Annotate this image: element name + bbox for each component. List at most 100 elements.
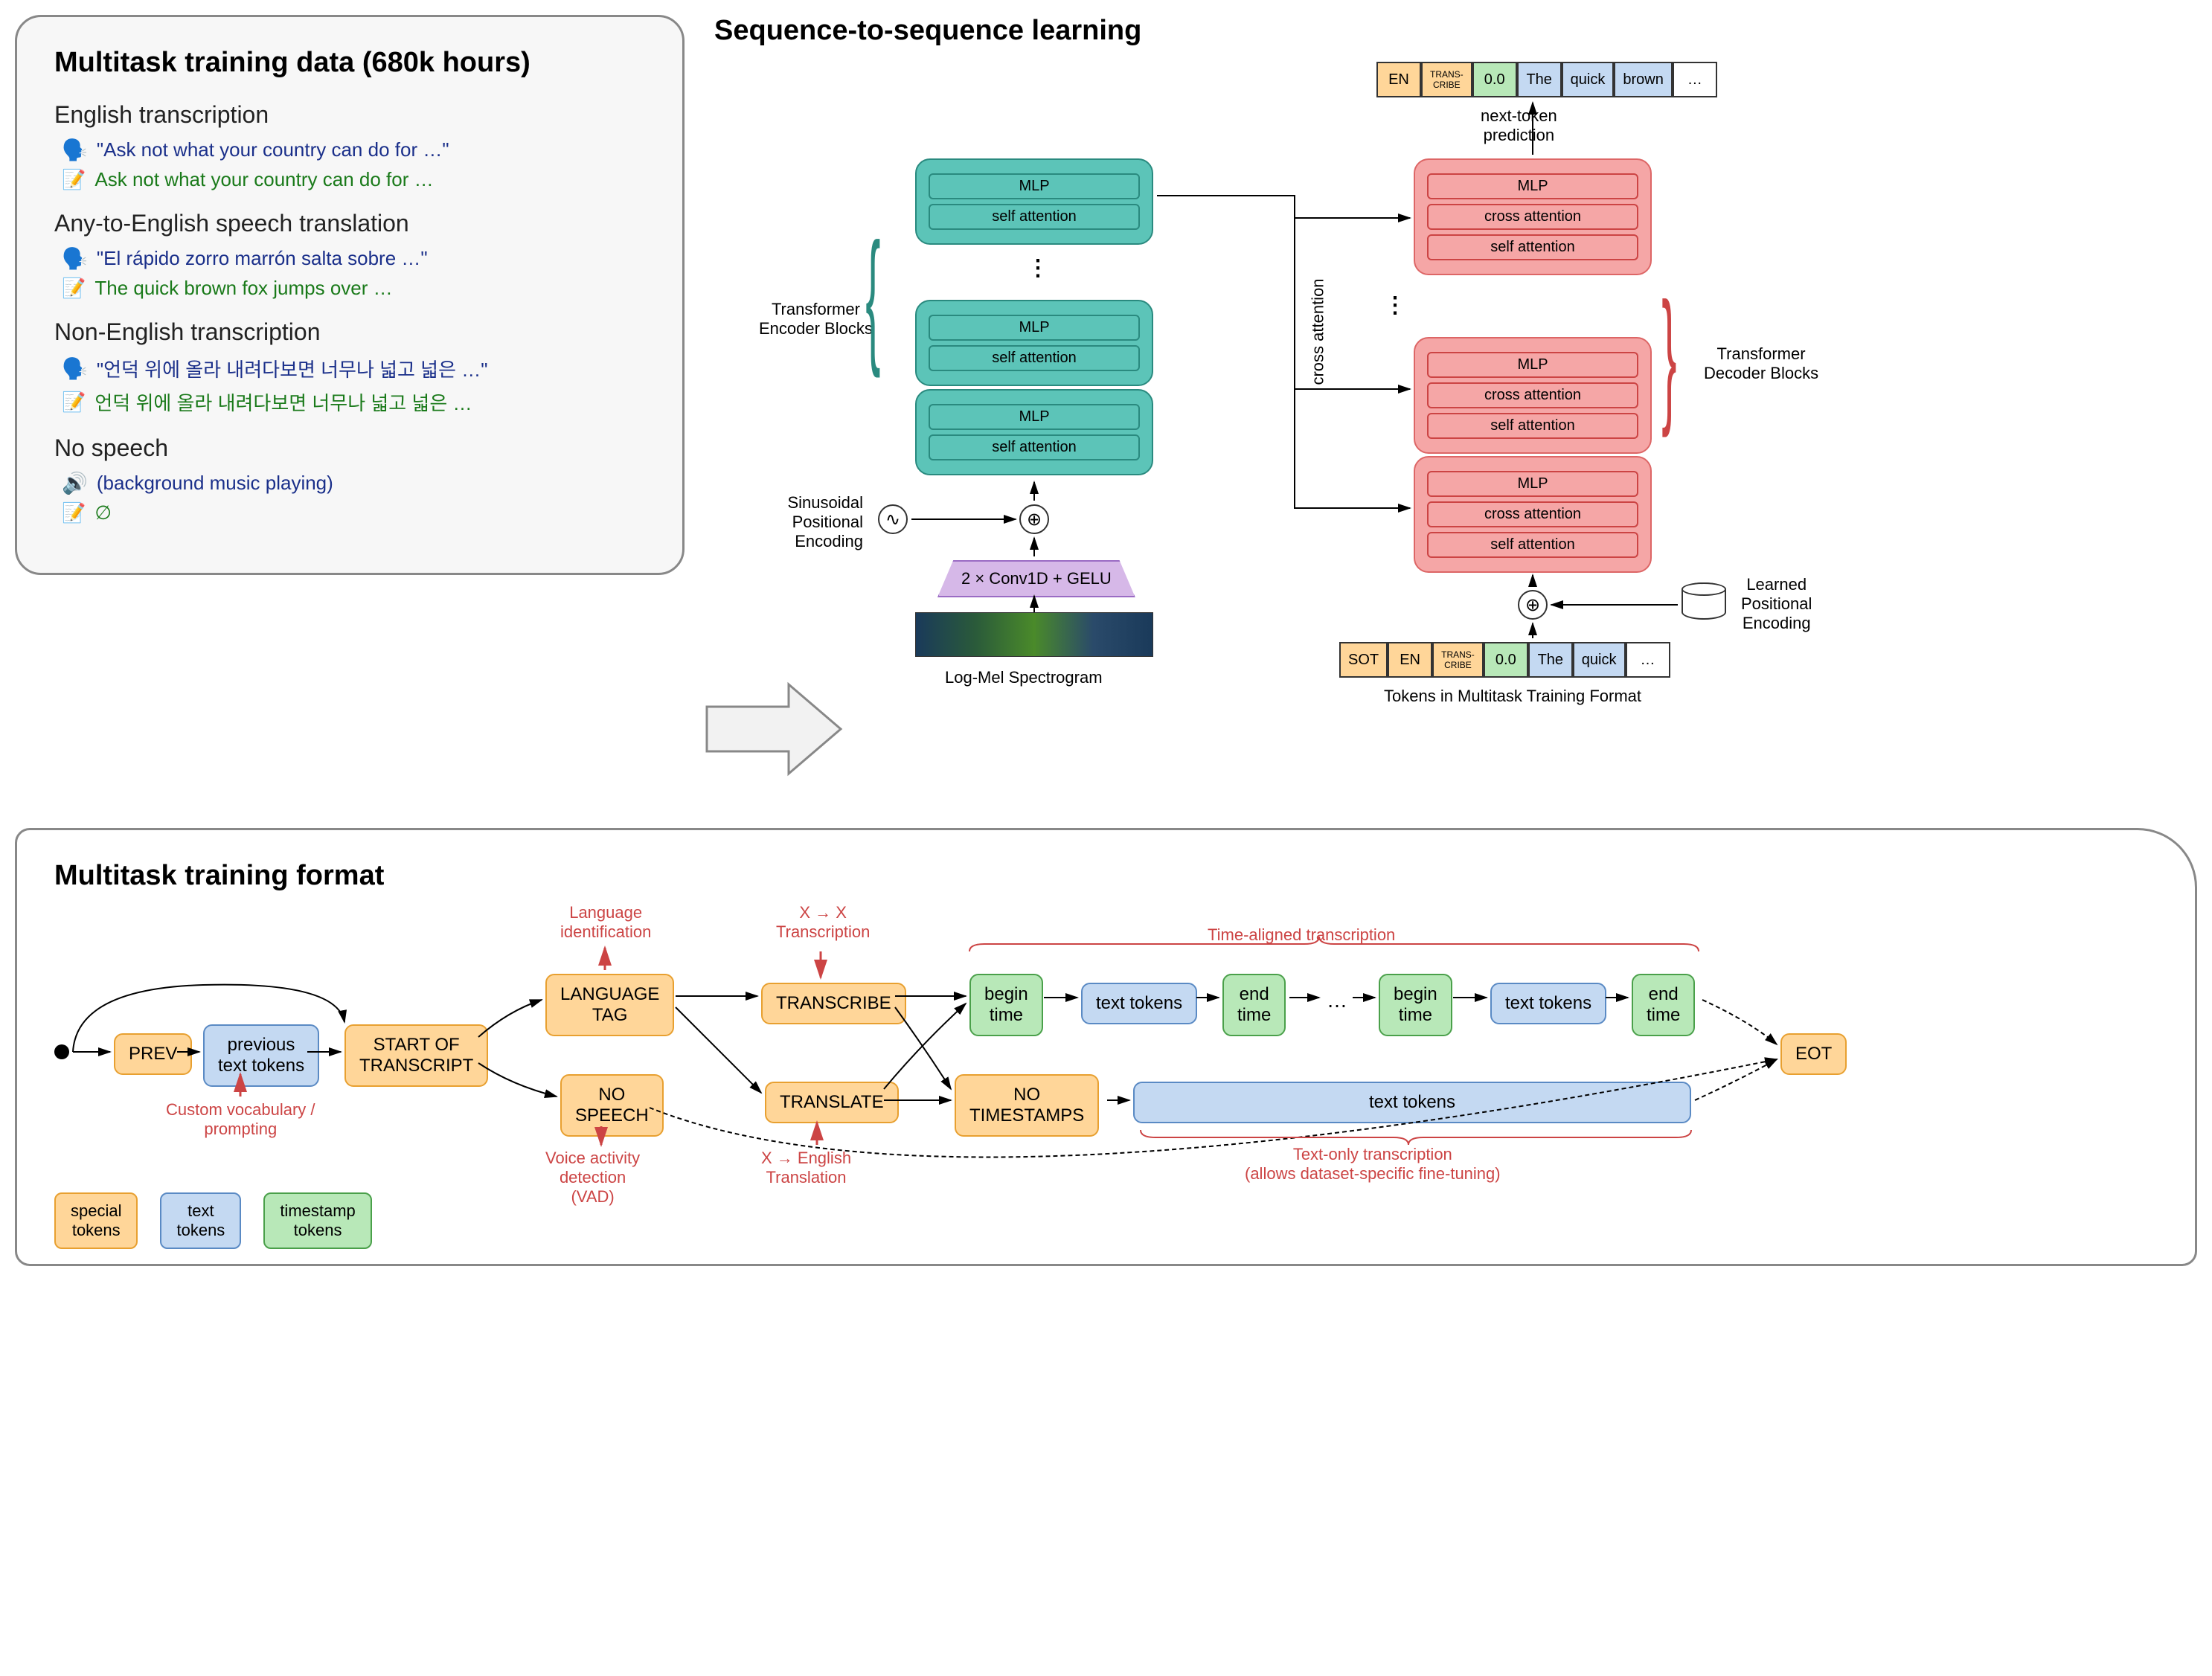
task-section: Any-to-English speech translation 🗣️ "El r… — [54, 210, 645, 300]
custom-vocab-label: Custom vocabulary / prompting — [166, 1100, 315, 1139]
encoder-block-bottom: MLP self attention — [915, 389, 1153, 475]
encoder-block-top: MLP self attention — [915, 158, 1153, 245]
format-panel: Multitask training format PREV previous … — [15, 828, 2197, 1266]
end-time-box-1: end time — [1222, 974, 1286, 1036]
token: quick — [1573, 642, 1626, 678]
enc-mlp: MLP — [929, 173, 1140, 199]
audio-text: (background music playing) — [97, 472, 333, 495]
lang-id-label: Language identification — [560, 903, 651, 942]
output-text: Ask not what your country can do for … — [94, 168, 433, 191]
plus-encoder-icon: ⊕ — [1019, 504, 1049, 534]
dec-self-attn: self attention — [1427, 413, 1638, 439]
audio-example: 🗣️ "언덕 위에 올라 내려다보면 너무나 넓고 넓은 …" — [54, 355, 645, 382]
dec-self-attn: self attention — [1427, 532, 1638, 558]
output-example: 📝∅ — [54, 501, 645, 524]
token: SOT — [1339, 642, 1388, 678]
output-text: 언덕 위에 올라 내려다보면 너무나 넓고 넓은 … — [94, 388, 472, 416]
prev-box: PREV — [114, 1033, 192, 1075]
speak-icon: 🗣️ — [62, 138, 88, 162]
token: TRANS- CRIBE — [1421, 62, 1472, 97]
eot-box: EOT — [1780, 1033, 1847, 1075]
token: … — [1673, 62, 1717, 97]
input-token-row: SOTENTRANS- CRIBE0.0Thequick… — [1339, 642, 1670, 678]
output-token-row: ENTRANS- CRIBE0.0Thequickbrown… — [1376, 62, 1717, 97]
transcribe-box: TRANSCRIBE — [761, 983, 906, 1024]
plus-decoder-icon: ⊕ — [1518, 590, 1548, 620]
write-icon: 📝 — [62, 501, 86, 524]
text-only-label: Text-only transcription (allows dataset-… — [1245, 1145, 1501, 1184]
sot-box: START OF TRANSCRIPT — [344, 1024, 488, 1087]
dec-mlp: MLP — [1427, 352, 1638, 378]
speak-icon: 🗣️ — [62, 356, 88, 381]
decoder-block-top: MLP cross attention self attention — [1414, 158, 1652, 275]
task-title: Non-English transcription — [54, 318, 645, 346]
encoder-label: Transformer Encoder Blocks — [759, 300, 873, 338]
output-example: 📝 The quick brown fox jumps over … — [54, 277, 645, 300]
write-icon: 📝 — [62, 391, 86, 414]
audio-example: 🗣️"Ask not what your country can do for … — [54, 138, 645, 162]
no-speech-box: NO SPEECH — [560, 1074, 664, 1137]
tokens-format-label: Tokens in Multitask Training Format — [1384, 687, 1641, 706]
lang-tag-box: LANGUAGE TAG — [545, 974, 674, 1036]
legend-timestamp: timestamp tokens — [263, 1192, 371, 1249]
output-text: ∅ — [94, 501, 112, 524]
next-token-label: next-token prediction — [1481, 106, 1557, 145]
output-text: The quick brown fox jumps over … — [94, 277, 392, 300]
token: EN — [1388, 642, 1432, 678]
legend-row: special tokens text tokens timestamp tok… — [54, 1192, 372, 1249]
token: 0.0 — [1472, 62, 1517, 97]
audio-text: "El rápido zorro marrón salta sobre …" — [97, 247, 428, 270]
enc-self-attn: self attention — [929, 434, 1140, 460]
x-to-en-label: X → English Translation — [761, 1149, 851, 1187]
dec-cross-attn: cross attention — [1427, 501, 1638, 527]
begin-time-box-1: begin time — [969, 974, 1043, 1036]
start-dot-icon — [54, 1044, 69, 1059]
seq2seq-title: Sequence-to-sequence learning — [714, 15, 2197, 47]
training-data-title: Multitask training data (680k hours) — [54, 47, 645, 79]
token: EN — [1376, 62, 1421, 97]
conv-block: 2 × Conv1D + GELU — [937, 560, 1135, 597]
output-example: 📝 언덕 위에 올라 내려다보면 너무나 넓고 넓은 … — [54, 388, 645, 416]
write-icon: 📝 — [62, 277, 86, 300]
prev-tokens-box: previous text tokens — [203, 1024, 319, 1087]
decoder-label: Transformer Decoder Blocks — [1704, 344, 1818, 383]
main-container: Multitask training data (680k hours) Eng… — [15, 15, 2197, 1266]
repeat-dots: … — [1327, 989, 1347, 1012]
training-data-panel: Multitask training data (680k hours) Eng… — [15, 15, 685, 575]
output-example: 📝Ask not what your country can do for … — [54, 168, 645, 191]
audio-example: 🗣️ "El rápido zorro marrón salta sobre …" — [54, 246, 645, 271]
no-ts-box: NO TIMESTAMPS — [955, 1074, 1099, 1137]
flow-arrows — [54, 914, 1914, 1227]
legend-text: text tokens — [160, 1192, 241, 1249]
begin-time-box-2: begin time — [1379, 974, 1452, 1036]
token: The — [1528, 642, 1573, 678]
seq2seq-arrows — [714, 62, 1905, 731]
token: The — [1517, 62, 1562, 97]
token: … — [1626, 642, 1670, 678]
encoder-dots: ⋮ — [1027, 255, 1052, 281]
token: 0.0 — [1484, 642, 1528, 678]
task-title: Any-to-English speech translation — [54, 210, 645, 237]
dec-mlp: MLP — [1427, 471, 1638, 497]
token: quick — [1562, 62, 1615, 97]
text-tokens-box-1: text tokens — [1081, 983, 1197, 1024]
task-section: No speech🔊(background music playing)📝∅ — [54, 434, 645, 524]
spectrogram-icon — [915, 612, 1153, 657]
big-arrow-icon — [699, 670, 848, 789]
audio-example: 🔊(background music playing) — [54, 471, 645, 495]
cross-attention-label: cross attention — [1309, 278, 1328, 385]
vad-label: Voice activity detection (VAD) — [545, 1149, 640, 1207]
speak-icon: 🗣️ — [62, 246, 88, 271]
flow-diagram: PREV previous text tokens START OF TRANS… — [54, 914, 2158, 1227]
translate-box: TRANSLATE — [765, 1082, 899, 1123]
token: TRANS- CRIBE — [1432, 642, 1484, 678]
dec-cross-attn: cross attention — [1427, 382, 1638, 408]
decoder-block-mid: MLP cross attention self attention — [1414, 337, 1652, 454]
task-section: English transcription🗣️"Ask not what you… — [54, 101, 645, 191]
legend-special: special tokens — [54, 1192, 138, 1249]
sine-icon: ∿ — [878, 504, 908, 534]
end-time-box-2: end time — [1632, 974, 1695, 1036]
audio-text: "언덕 위에 올라 내려다보면 너무나 넓고 넓은 …" — [97, 355, 488, 382]
spectrogram-label: Log-Mel Spectrogram — [945, 668, 1103, 687]
text-tokens-box-2: text tokens — [1490, 983, 1606, 1024]
